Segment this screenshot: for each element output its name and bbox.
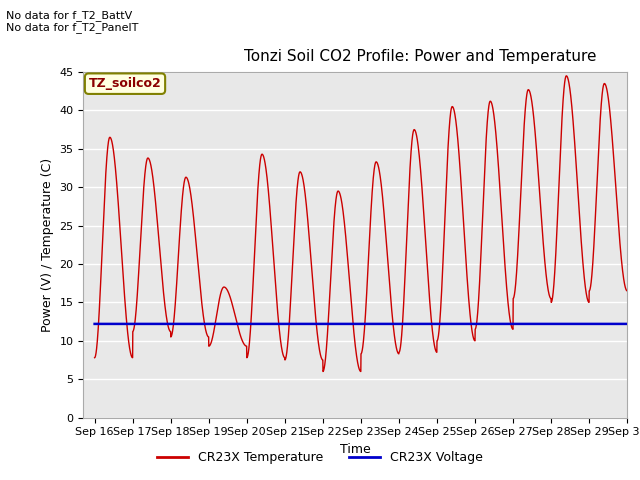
Y-axis label: Power (V) / Temperature (C): Power (V) / Temperature (C) xyxy=(41,158,54,332)
Text: TZ_soilco2: TZ_soilco2 xyxy=(88,77,161,90)
Text: No data for f_T2_BattV
No data for f_T2_PanelT: No data for f_T2_BattV No data for f_T2_… xyxy=(6,10,139,33)
Legend: CR23X Temperature, CR23X Voltage: CR23X Temperature, CR23X Voltage xyxy=(152,446,488,469)
Title: Tonzi Soil CO2 Profile: Power and Temperature: Tonzi Soil CO2 Profile: Power and Temper… xyxy=(244,49,596,64)
X-axis label: Time: Time xyxy=(340,443,371,456)
